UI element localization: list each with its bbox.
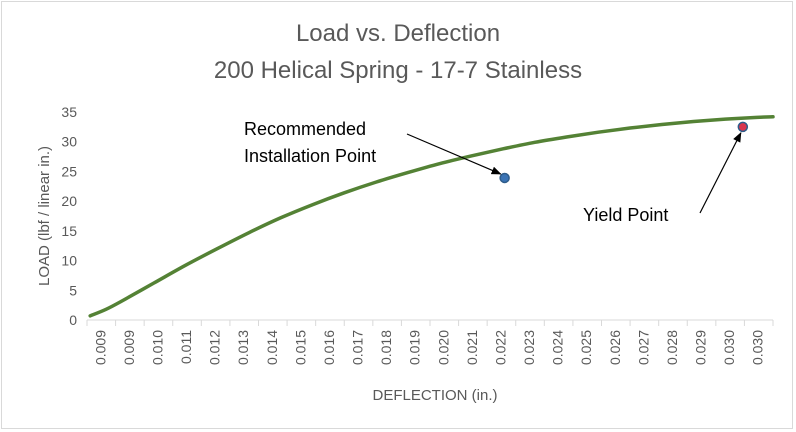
x-axis-title: DEFLECTION (in.) [372, 387, 497, 404]
x-tick-label: 0.012 [207, 330, 223, 365]
x-tick-label: 0.023 [521, 330, 537, 365]
y-axis-title: LOAD (lbf / linear in.) [36, 146, 53, 286]
x-tick-label: 0.021 [464, 330, 480, 365]
x-tick-label: 0.019 [407, 330, 423, 365]
x-tick-label: 0.025 [578, 330, 594, 365]
series-layer [88, 115, 775, 318]
recommended-point-marker [499, 172, 510, 184]
annotation-recommended-label: Recommended [244, 119, 366, 139]
y-tick-label: 0 [69, 312, 77, 328]
x-tick-label: 0.017 [350, 330, 366, 365]
x-tick-label: 0.010 [149, 330, 165, 365]
x-tick-label: 0.011 [178, 330, 194, 364]
chart-title: Load vs. Deflection [295, 20, 501, 47]
x-tick-label: 0.020 [435, 330, 451, 365]
y-tick-label: 10 [61, 253, 77, 269]
x-tick-label: 0.015 [292, 330, 308, 365]
annotation-recommended-label-line2: Installation Point [244, 146, 376, 166]
x-tick-label: 0.018 [378, 330, 394, 365]
x-tick-label: 0.009 [92, 330, 108, 365]
y-tick-label: 20 [61, 193, 77, 209]
series-line [88, 115, 775, 318]
chart-subtitle: 200 Helical Spring - 17-7 Stainless [213, 57, 583, 84]
yield-point-marker [737, 121, 749, 133]
x-tick-label: 0.026 [607, 330, 623, 365]
grid-lines [86, 320, 774, 326]
x-tick-label: 0.016 [321, 330, 337, 365]
x-tick-label: 0.022 [492, 330, 508, 365]
annotation-yield-arrow [699, 131, 742, 214]
y-tick-label: 25 [61, 163, 77, 179]
annotation-layer: Recommended Installation Point Yield Point [244, 119, 742, 225]
x-tick-label: 0.027 [635, 330, 651, 365]
x-tick-label: 0.024 [550, 330, 566, 365]
y-tick-label: 5 [69, 282, 77, 298]
axes: 0.009 0.009 0.010 0.011 0.012 0.013 0.014 0.015… [61, 104, 773, 365]
annotation-yield-label: Yield Point [583, 205, 668, 225]
marker-layer [499, 121, 749, 184]
x-tick-label: 0.014 [264, 330, 280, 365]
y-tick-label: 35 [61, 104, 77, 120]
x-tick-label: 0.009 [121, 330, 137, 365]
x-tick-label: 0.028 [664, 330, 680, 365]
x-tick-label: 0.030 [721, 330, 737, 365]
x-tick-label: 0.029 [693, 330, 709, 365]
y-tick-label: 15 [61, 223, 77, 239]
x-tick-label: 0.013 [235, 330, 251, 365]
x-tick-label: 0.030 [750, 330, 766, 365]
y-tick-label: 30 [61, 134, 77, 150]
annotation-recommended-arrow [406, 133, 502, 175]
